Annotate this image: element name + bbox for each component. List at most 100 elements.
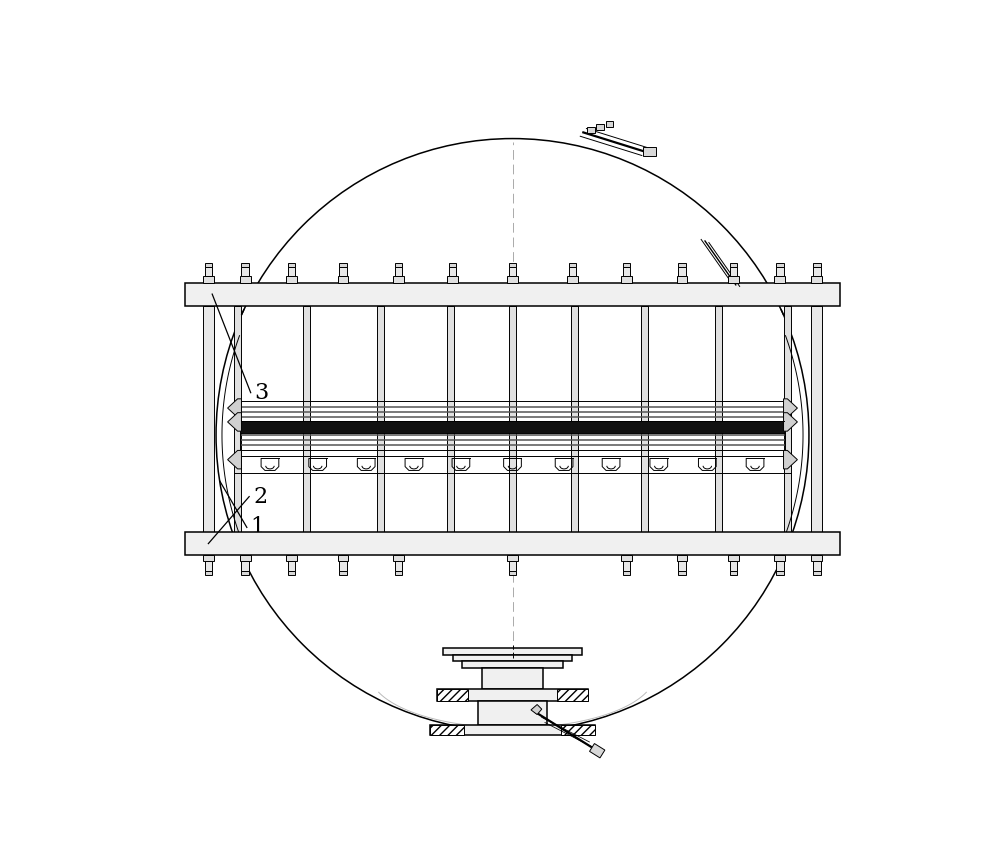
Polygon shape: [228, 399, 241, 417]
Bar: [288, 262, 295, 267]
Bar: [590, 744, 605, 758]
Bar: [776, 561, 784, 571]
Bar: [339, 561, 347, 571]
Bar: [447, 306, 454, 532]
Bar: [303, 306, 310, 532]
Text: 3: 3: [255, 382, 269, 404]
Bar: [507, 276, 518, 282]
Bar: [509, 262, 516, 267]
Bar: [811, 276, 822, 282]
Bar: [453, 656, 572, 662]
Bar: [621, 276, 632, 282]
Bar: [478, 701, 547, 725]
Bar: [623, 267, 630, 276]
Bar: [338, 276, 348, 282]
Bar: [482, 668, 543, 689]
Bar: [677, 276, 687, 282]
Bar: [774, 276, 785, 282]
Bar: [185, 532, 840, 555]
Bar: [430, 725, 464, 735]
Bar: [509, 561, 516, 571]
Bar: [203, 276, 214, 282]
Bar: [437, 689, 588, 701]
Bar: [240, 276, 251, 282]
Bar: [205, 571, 212, 575]
Bar: [205, 267, 212, 276]
Bar: [677, 555, 687, 561]
Bar: [288, 267, 295, 276]
Bar: [623, 561, 630, 571]
Bar: [715, 306, 722, 532]
Bar: [728, 555, 739, 561]
Bar: [449, 267, 456, 276]
Bar: [437, 689, 468, 701]
Bar: [395, 571, 402, 575]
Bar: [338, 555, 348, 561]
Bar: [678, 571, 686, 575]
Bar: [606, 121, 613, 127]
Polygon shape: [531, 705, 542, 714]
Bar: [641, 306, 648, 532]
Bar: [596, 124, 604, 130]
Bar: [730, 561, 737, 571]
Bar: [730, 262, 737, 267]
Bar: [430, 725, 595, 735]
Bar: [776, 571, 784, 575]
Bar: [730, 267, 737, 276]
Bar: [623, 262, 630, 267]
Bar: [462, 662, 563, 668]
Bar: [234, 306, 241, 532]
Bar: [730, 571, 737, 575]
Bar: [728, 276, 739, 282]
Bar: [784, 306, 791, 532]
Bar: [811, 306, 822, 532]
Bar: [185, 282, 840, 306]
Bar: [813, 262, 821, 267]
Bar: [776, 262, 784, 267]
Bar: [339, 262, 347, 267]
Bar: [678, 267, 686, 276]
Bar: [203, 555, 214, 561]
Bar: [811, 555, 822, 561]
Bar: [241, 267, 249, 276]
Bar: [571, 306, 578, 532]
Bar: [678, 262, 686, 267]
Polygon shape: [228, 413, 241, 431]
Bar: [395, 561, 402, 571]
Bar: [288, 561, 295, 571]
Bar: [393, 555, 404, 561]
Bar: [813, 267, 821, 276]
Bar: [507, 555, 518, 561]
Bar: [813, 571, 821, 575]
Bar: [587, 127, 595, 133]
Bar: [395, 262, 402, 267]
Bar: [205, 561, 212, 571]
Bar: [509, 571, 516, 575]
Polygon shape: [784, 413, 797, 431]
Bar: [567, 276, 578, 282]
Bar: [241, 561, 249, 571]
Bar: [241, 571, 249, 575]
Bar: [205, 262, 212, 267]
Text: 2: 2: [253, 486, 267, 507]
Bar: [509, 267, 516, 276]
Bar: [286, 555, 297, 561]
Bar: [203, 306, 214, 532]
Bar: [377, 306, 384, 532]
Bar: [569, 262, 576, 267]
Bar: [509, 306, 516, 532]
Bar: [288, 571, 295, 575]
Bar: [241, 262, 249, 267]
Bar: [443, 648, 582, 656]
Polygon shape: [784, 399, 797, 417]
Bar: [241, 421, 784, 433]
Bar: [240, 555, 251, 561]
Polygon shape: [228, 450, 241, 469]
Bar: [447, 276, 458, 282]
Bar: [774, 555, 785, 561]
Bar: [813, 561, 821, 571]
Bar: [569, 267, 576, 276]
Bar: [393, 276, 404, 282]
Polygon shape: [784, 450, 797, 469]
Bar: [240, 401, 785, 449]
